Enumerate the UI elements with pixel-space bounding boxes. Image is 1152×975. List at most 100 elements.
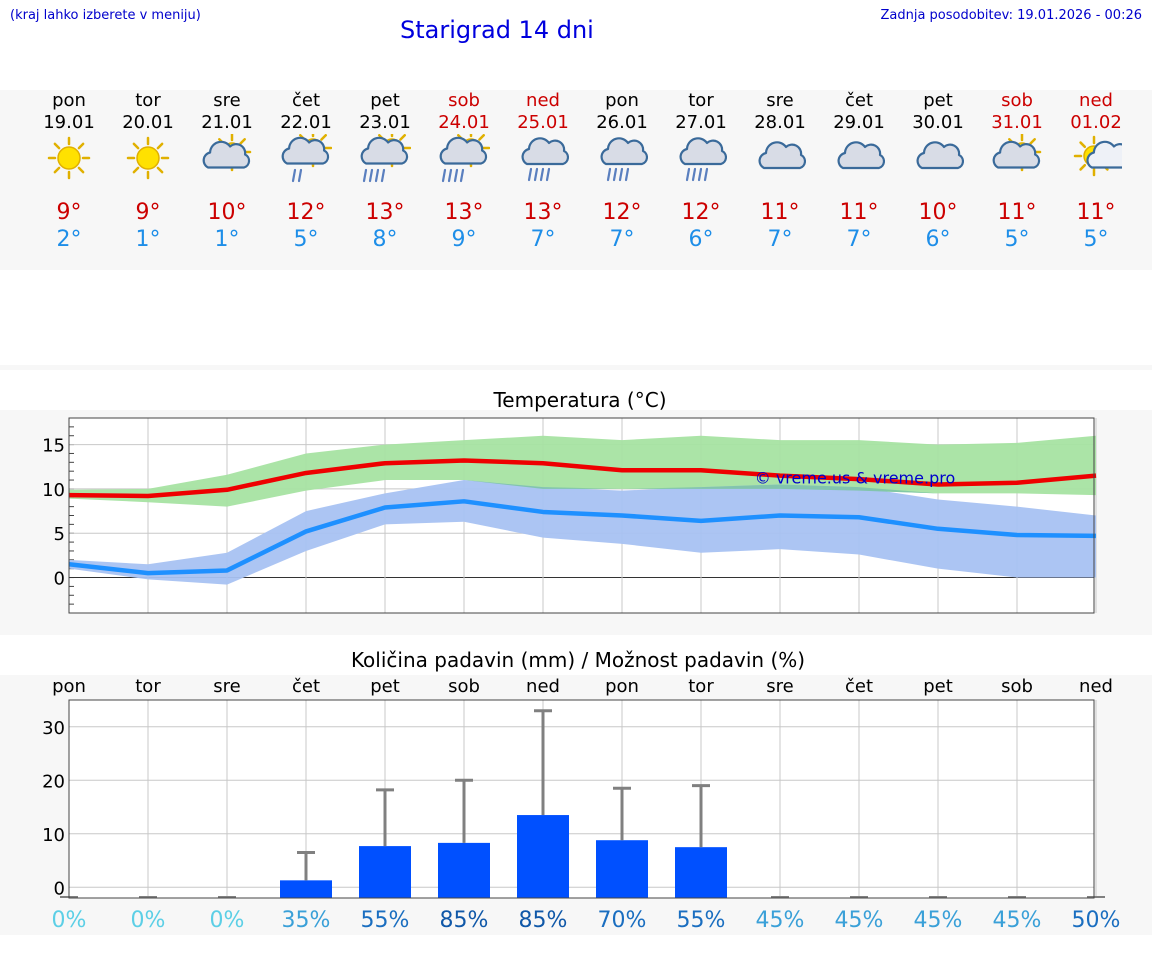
min-temp-range-band xyxy=(69,480,1096,585)
day-name: pet xyxy=(370,90,400,111)
temperature-chart: 0 5 10 15 © vreme.us & vreme.pro xyxy=(42,417,1097,614)
plot-frame xyxy=(68,417,1095,614)
day-name: sob xyxy=(1001,90,1033,111)
temp-min: 5° xyxy=(1004,227,1030,252)
cloud-icon xyxy=(758,141,806,170)
cloud-rain-icon xyxy=(521,137,569,182)
cloud-icon xyxy=(916,141,964,170)
day-date: 21.01 xyxy=(201,112,253,133)
y-tick-label: 15 xyxy=(42,436,65,457)
separator xyxy=(0,365,1152,370)
day-date: 23.01 xyxy=(359,112,411,133)
location-menu-hint: (kraj lahko izberete v meniju) xyxy=(10,8,201,23)
temp-max: 10° xyxy=(918,200,958,225)
day-date: 19.01 xyxy=(43,112,95,133)
day-label: pet xyxy=(923,676,953,697)
precip-probability: 50% xyxy=(1072,908,1121,933)
overlap-range-band xyxy=(69,480,1096,507)
temp-max: 12° xyxy=(602,200,642,225)
temp-max: 11° xyxy=(1076,200,1116,225)
cloud-rain-icon xyxy=(679,137,727,182)
day-date: 30.01 xyxy=(912,112,964,133)
temperature-chart-title: Temperatura (°C) xyxy=(493,388,667,412)
temp-min: 7° xyxy=(846,227,872,252)
sun-icon xyxy=(126,136,170,180)
forecast-day: sre 28.01 11° 7° xyxy=(742,90,818,260)
forecast-day: sob 31.01 11° 5° xyxy=(979,90,1055,260)
day-name: ned xyxy=(526,90,560,111)
forecast-day: ned 01.02 11° 5° xyxy=(1058,90,1134,260)
day-label: sob xyxy=(448,676,480,697)
temp-min: 7° xyxy=(609,227,635,252)
temp-max: 13° xyxy=(444,200,484,225)
day-date: 20.01 xyxy=(122,112,174,133)
max-temp-line xyxy=(68,458,1097,499)
temp-min: 6° xyxy=(688,227,714,252)
precip-probability: 85% xyxy=(519,908,568,933)
day-date: 31.01 xyxy=(991,112,1043,133)
sun-cloud-icon xyxy=(202,134,252,172)
precip-bar xyxy=(596,840,648,898)
last-update: Zadnja posodobitev: 19.01.2026 - 00:26 xyxy=(880,8,1142,23)
precip-probability: 45% xyxy=(993,908,1042,933)
temp-min: 7° xyxy=(767,227,793,252)
day-label: sre xyxy=(766,676,793,697)
precip-probability: 0% xyxy=(52,908,87,933)
temp-min: 8° xyxy=(372,227,398,252)
day-name: ned xyxy=(1079,90,1113,111)
forecast-day: pon 26.01 12° 7° xyxy=(584,90,660,260)
y-tick-label: 10 xyxy=(42,480,65,501)
temp-min: 9° xyxy=(451,227,477,252)
y-tick-label: 10 xyxy=(42,825,65,846)
temp-max: 9° xyxy=(135,200,161,225)
sun-cloud-rain-icon xyxy=(360,134,411,183)
day-name: tor xyxy=(688,90,714,111)
day-name: pon xyxy=(605,90,639,111)
cloud-icon xyxy=(837,141,885,170)
temp-max: 13° xyxy=(365,200,405,225)
precipitation-chart: pon tor sre čet pet sob ned pon tor sre čet pet sob n… xyxy=(42,676,1121,933)
temp-max: 13° xyxy=(523,200,563,225)
min-temp-line xyxy=(68,499,1097,576)
temp-max: 9° xyxy=(56,200,82,225)
plot-area xyxy=(69,700,1094,898)
precip-probability: 85% xyxy=(440,908,489,933)
forecast-day: pet 23.01 13° 8° xyxy=(347,90,423,260)
day-label: pon xyxy=(605,676,639,697)
day-date: 28.01 xyxy=(754,112,806,133)
day-name: pet xyxy=(923,90,953,111)
day-date: 22.01 xyxy=(280,112,332,133)
precip-probability: 0% xyxy=(131,908,166,933)
day-date: 27.01 xyxy=(675,112,727,133)
sun-cloud-rain-icon xyxy=(439,134,490,183)
precip-probability: 35% xyxy=(282,908,331,933)
day-name: tor xyxy=(135,90,161,111)
day-name: čet xyxy=(291,90,321,111)
precip-probability: 70% xyxy=(598,908,647,933)
forecast-day: ned 25.01 13° 7° xyxy=(505,90,581,260)
forecast-day: čet 29.01 11° 7° xyxy=(821,90,897,260)
sun-cloud-light-rain-icon xyxy=(281,134,332,183)
day-label: sob xyxy=(1001,676,1033,697)
day-label: ned xyxy=(526,676,560,697)
forecast-day: čet 22.01 12° 5° xyxy=(268,90,344,260)
cloud-rain-icon xyxy=(600,137,648,182)
precip-bar xyxy=(438,842,490,898)
precip-probability: 0% xyxy=(210,908,245,933)
temp-max: 11° xyxy=(839,200,879,225)
day-name: sre xyxy=(766,90,794,111)
day-label: pon xyxy=(52,676,86,697)
temp-min: 1° xyxy=(214,227,240,252)
day-label: tor xyxy=(688,676,714,697)
precip-probability: 55% xyxy=(677,908,726,933)
forecast-day: pon 19.01 9° 2° xyxy=(31,90,107,260)
day-name: sob xyxy=(448,90,480,111)
temp-min: 5° xyxy=(1083,227,1109,252)
precipitation-chart-title: Količina padavin (mm) / Možnost padavin … xyxy=(350,648,806,672)
forecast-day: sob 24.01 13° 9° xyxy=(426,90,502,260)
precip-probability: 45% xyxy=(835,908,884,933)
forecast-day: pet 30.01 10° 6° xyxy=(900,90,976,260)
plot-frame xyxy=(68,699,1095,899)
day-label: pet xyxy=(370,676,400,697)
y-tick-label: 30 xyxy=(42,718,65,739)
